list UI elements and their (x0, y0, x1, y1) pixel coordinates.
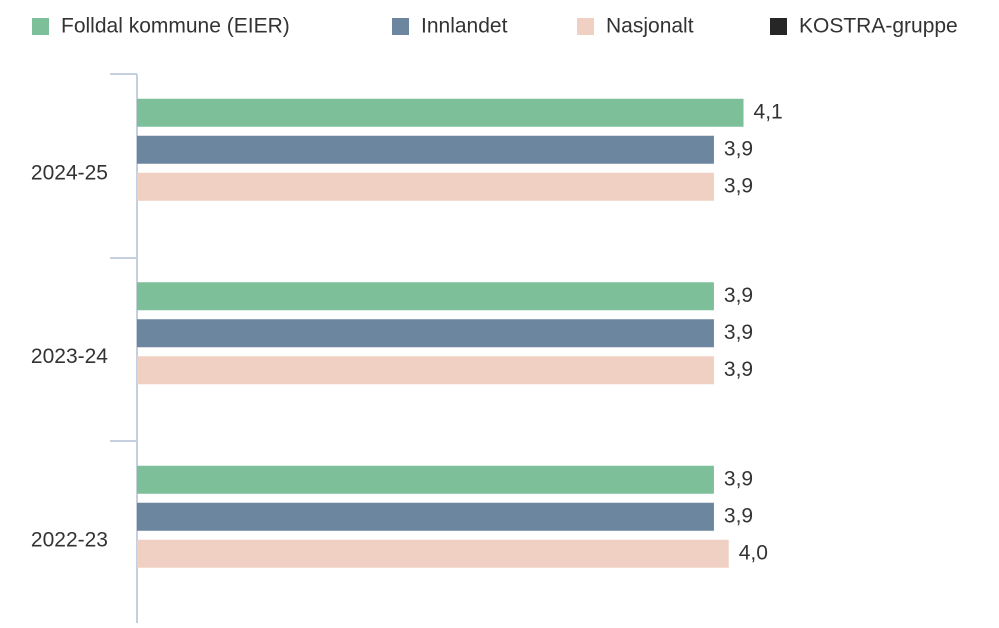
bar (137, 356, 714, 385)
y-tick-label: 2024-25 (31, 161, 108, 184)
value-label: 3,9 (724, 284, 753, 307)
bar (137, 172, 714, 201)
value-label: 3,9 (724, 467, 753, 490)
bar (137, 465, 714, 494)
y-tick-label: 2023-24 (31, 345, 108, 368)
legend-swatch (770, 18, 787, 35)
value-label: 4,0 (739, 541, 768, 564)
y-tick-label: 2022-23 (31, 528, 108, 551)
bar (137, 135, 714, 164)
bar (137, 539, 729, 568)
legend-label: Nasjonalt (606, 15, 694, 38)
bar (137, 502, 714, 531)
value-label: 4,1 (754, 100, 783, 123)
legend-label: Innlandet (421, 15, 508, 38)
legend-swatch (32, 18, 49, 35)
bar (137, 98, 744, 127)
value-label: 3,9 (724, 137, 753, 160)
value-label: 3,9 (724, 174, 753, 197)
value-label: 3,9 (724, 321, 753, 344)
legend-label: Folldal kommune (EIER) (61, 15, 290, 38)
value-label: 3,9 (724, 504, 753, 527)
legend-swatch (577, 18, 594, 35)
legend-label: KOSTRA-gruppe (799, 15, 958, 38)
bar (137, 282, 714, 311)
value-label: 3,9 (724, 358, 753, 381)
legend-swatch (392, 18, 409, 35)
bar (137, 319, 714, 348)
